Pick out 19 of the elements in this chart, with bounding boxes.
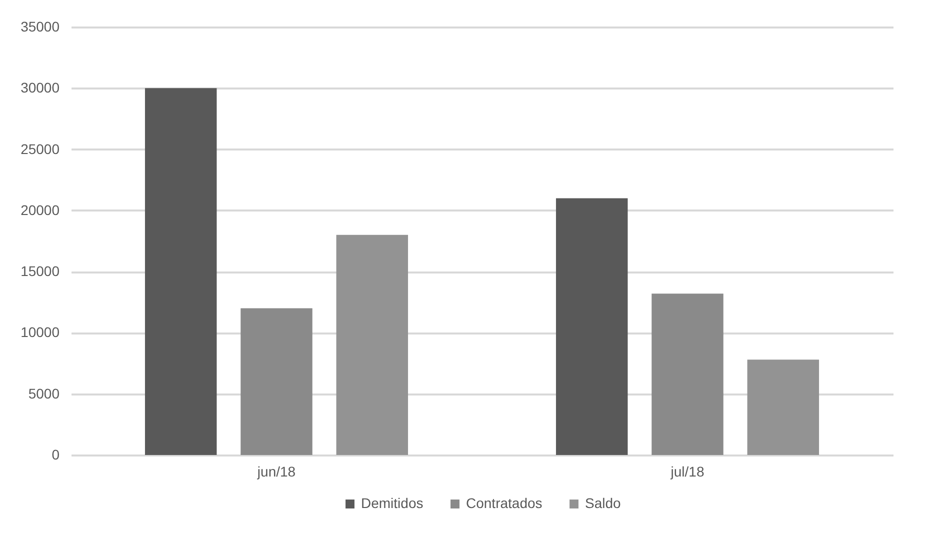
- y-tick-label: 5000: [28, 385, 60, 402]
- y-tick-label: 25000: [20, 140, 60, 157]
- bar: [144, 88, 217, 455]
- legend-label: Saldo: [585, 495, 622, 511]
- bar: [336, 234, 408, 455]
- bar: [747, 360, 820, 455]
- y-tick-label: 10000: [20, 324, 60, 340]
- legend-label: Contratados: [466, 495, 542, 511]
- bar: [652, 294, 724, 455]
- bar: [240, 308, 312, 455]
- y-tick-label: 20000: [20, 202, 60, 218]
- x-tick-label: jun/18: [256, 464, 296, 480]
- y-tick-label: 35000: [20, 18, 60, 34]
- y-tick-label: 30000: [20, 80, 60, 96]
- bar: [556, 198, 628, 455]
- x-tick-label: jul/18: [670, 464, 704, 480]
- y-tick-label: 0: [52, 446, 60, 462]
- legend-label: Demitidos: [361, 495, 424, 511]
- y-tick-label: 15000: [20, 263, 60, 280]
